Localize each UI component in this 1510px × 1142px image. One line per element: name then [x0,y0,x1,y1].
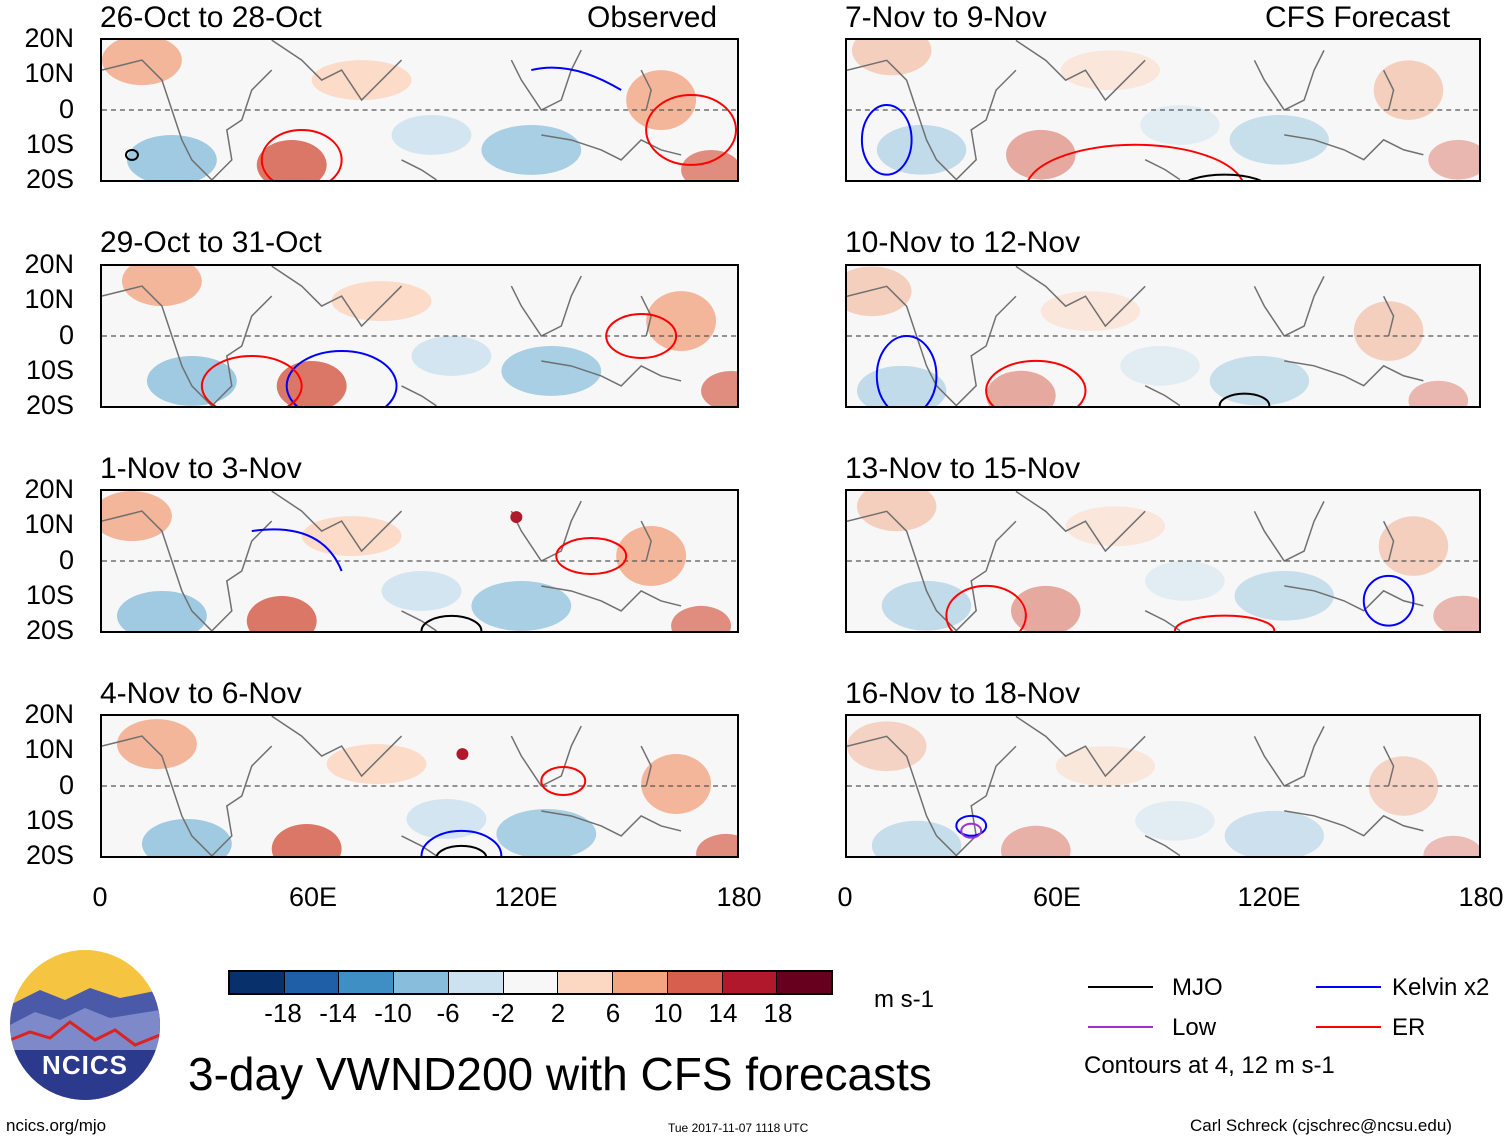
colorbar [228,970,833,995]
lon-label-60e: 60E [1032,882,1082,912]
lon-label-180: 180 [1458,882,1504,912]
lat-label-20s: 20S [25,840,74,870]
colorbar-tick-label: -10 [374,998,412,1028]
panel-title-left-3: 1-Nov to 3-Nov [100,452,302,485]
colorbar-swatch [447,972,503,993]
map-panel-left-1 [100,38,739,182]
legend-label-mjo: MJO [1172,974,1223,1001]
lat-label-20n: 20N [24,249,74,279]
colorbar-tick-label: 10 [653,998,683,1028]
lat-label-20n: 20N [24,699,74,729]
colorbar-swatch [502,972,558,993]
observed-label: Observed [587,1,718,34]
lat-label-10n: 10N [24,284,74,314]
colorbar-tick-label: 2 [550,998,566,1028]
map-panel-left-3 [100,489,739,633]
map-panel-right-2 [845,264,1481,408]
lat-label-20n: 20N [24,474,74,504]
legend-label-low: Low [1172,1014,1217,1041]
map-panel-right-3 [845,489,1481,633]
colorbar-swatch [393,972,448,993]
panel-title-left-1: 26-Oct to 28-Oct [100,1,322,34]
lat-label-20n: 20N [24,23,74,53]
contours-note: Contours at 4, 12 m s-1 [1084,1052,1335,1079]
colorbar-tick-label: 14 [708,998,738,1028]
colorbar-swatch [776,972,832,993]
lat-label-10s: 10S [25,580,74,610]
lat-label-10s: 10S [25,129,74,159]
lat-label-10s: 10S [25,805,74,835]
colorbar-units: m s-1 [874,986,934,1013]
author-credit: Carl Schreck (cjschrec@ncsu.edu) [1190,1116,1452,1135]
legend-label-kelvin: Kelvin x2 [1392,974,1490,1001]
colorbar-tick-label: -6 [436,998,460,1028]
colorbar-swatch [283,972,339,993]
lat-label-10n: 10N [24,58,74,88]
lat-label-0: 0 [58,94,74,124]
panel-title-left-4: 4-Nov to 6-Nov [100,677,302,710]
lon-label-180: 180 [716,882,762,912]
lat-label-20s: 20S [25,164,74,194]
colorbar-swatch [557,972,613,993]
lat-label-20s: 20S [25,615,74,645]
legend-line-kelvin [1316,986,1381,988]
mountain-icon [10,950,160,1100]
forecast-label: CFS Forecast [1265,1,1451,34]
colorbar-swatch [338,972,394,993]
panel-title-right-1: 7-Nov to 9-Nov [845,1,1047,34]
legend-label-er: ER [1392,1014,1426,1041]
colorbar-swatch [721,972,777,993]
lon-label-120e: 120E [1237,882,1301,912]
colorbar-tick-label: -2 [491,998,515,1028]
map-panel-left-4 [100,714,739,858]
lat-label-0: 0 [58,545,74,575]
lat-label-10s: 10S [25,355,74,385]
panel-title-right-4: 16-Nov to 18-Nov [845,677,1081,710]
ncics-logo: NCICS [10,950,160,1100]
lat-label-10n: 10N [24,509,74,539]
legend-line-mjo [1088,986,1153,988]
map-panel-right-4 [845,714,1481,858]
map-panel-right-1 [845,38,1481,182]
lat-label-0: 0 [58,320,74,350]
panel-title-right-2: 10-Nov to 12-Nov [845,226,1081,259]
colorbar-tick-label: 18 [763,998,793,1028]
source-url[interactable]: ncics.org/mjo [6,1116,107,1135]
lon-label-60e: 60E [288,882,338,912]
logo-text: NCICS [42,1050,128,1080]
legend-line-er [1316,1026,1381,1028]
panel-title-right-3: 13-Nov to 15-Nov [845,452,1081,485]
lon-label-120e: 120E [494,882,558,912]
colorbar-tick-label: -14 [319,998,357,1028]
colorbar-tick-label: -18 [264,998,302,1028]
colorbar-tick-label: 6 [605,998,621,1028]
colorbar-swatch [666,972,722,993]
lat-label-10n: 10N [24,734,74,764]
map-panel-left-2 [100,264,739,408]
lat-label-20s: 20S [25,390,74,420]
lat-label-0: 0 [58,770,74,800]
lon-label-0: 0 [837,882,853,912]
colorbar-swatch [612,972,667,993]
panel-title-left-2: 29-Oct to 31-Oct [100,226,322,259]
main-title: 3-day VWND200 with CFS forecasts [188,1048,932,1100]
colorbar-swatch [230,972,284,993]
legend-line-low [1088,1026,1153,1028]
lon-label-0: 0 [92,882,108,912]
timestamp: Tue 2017-11-07 1118 UTC [668,1121,809,1135]
